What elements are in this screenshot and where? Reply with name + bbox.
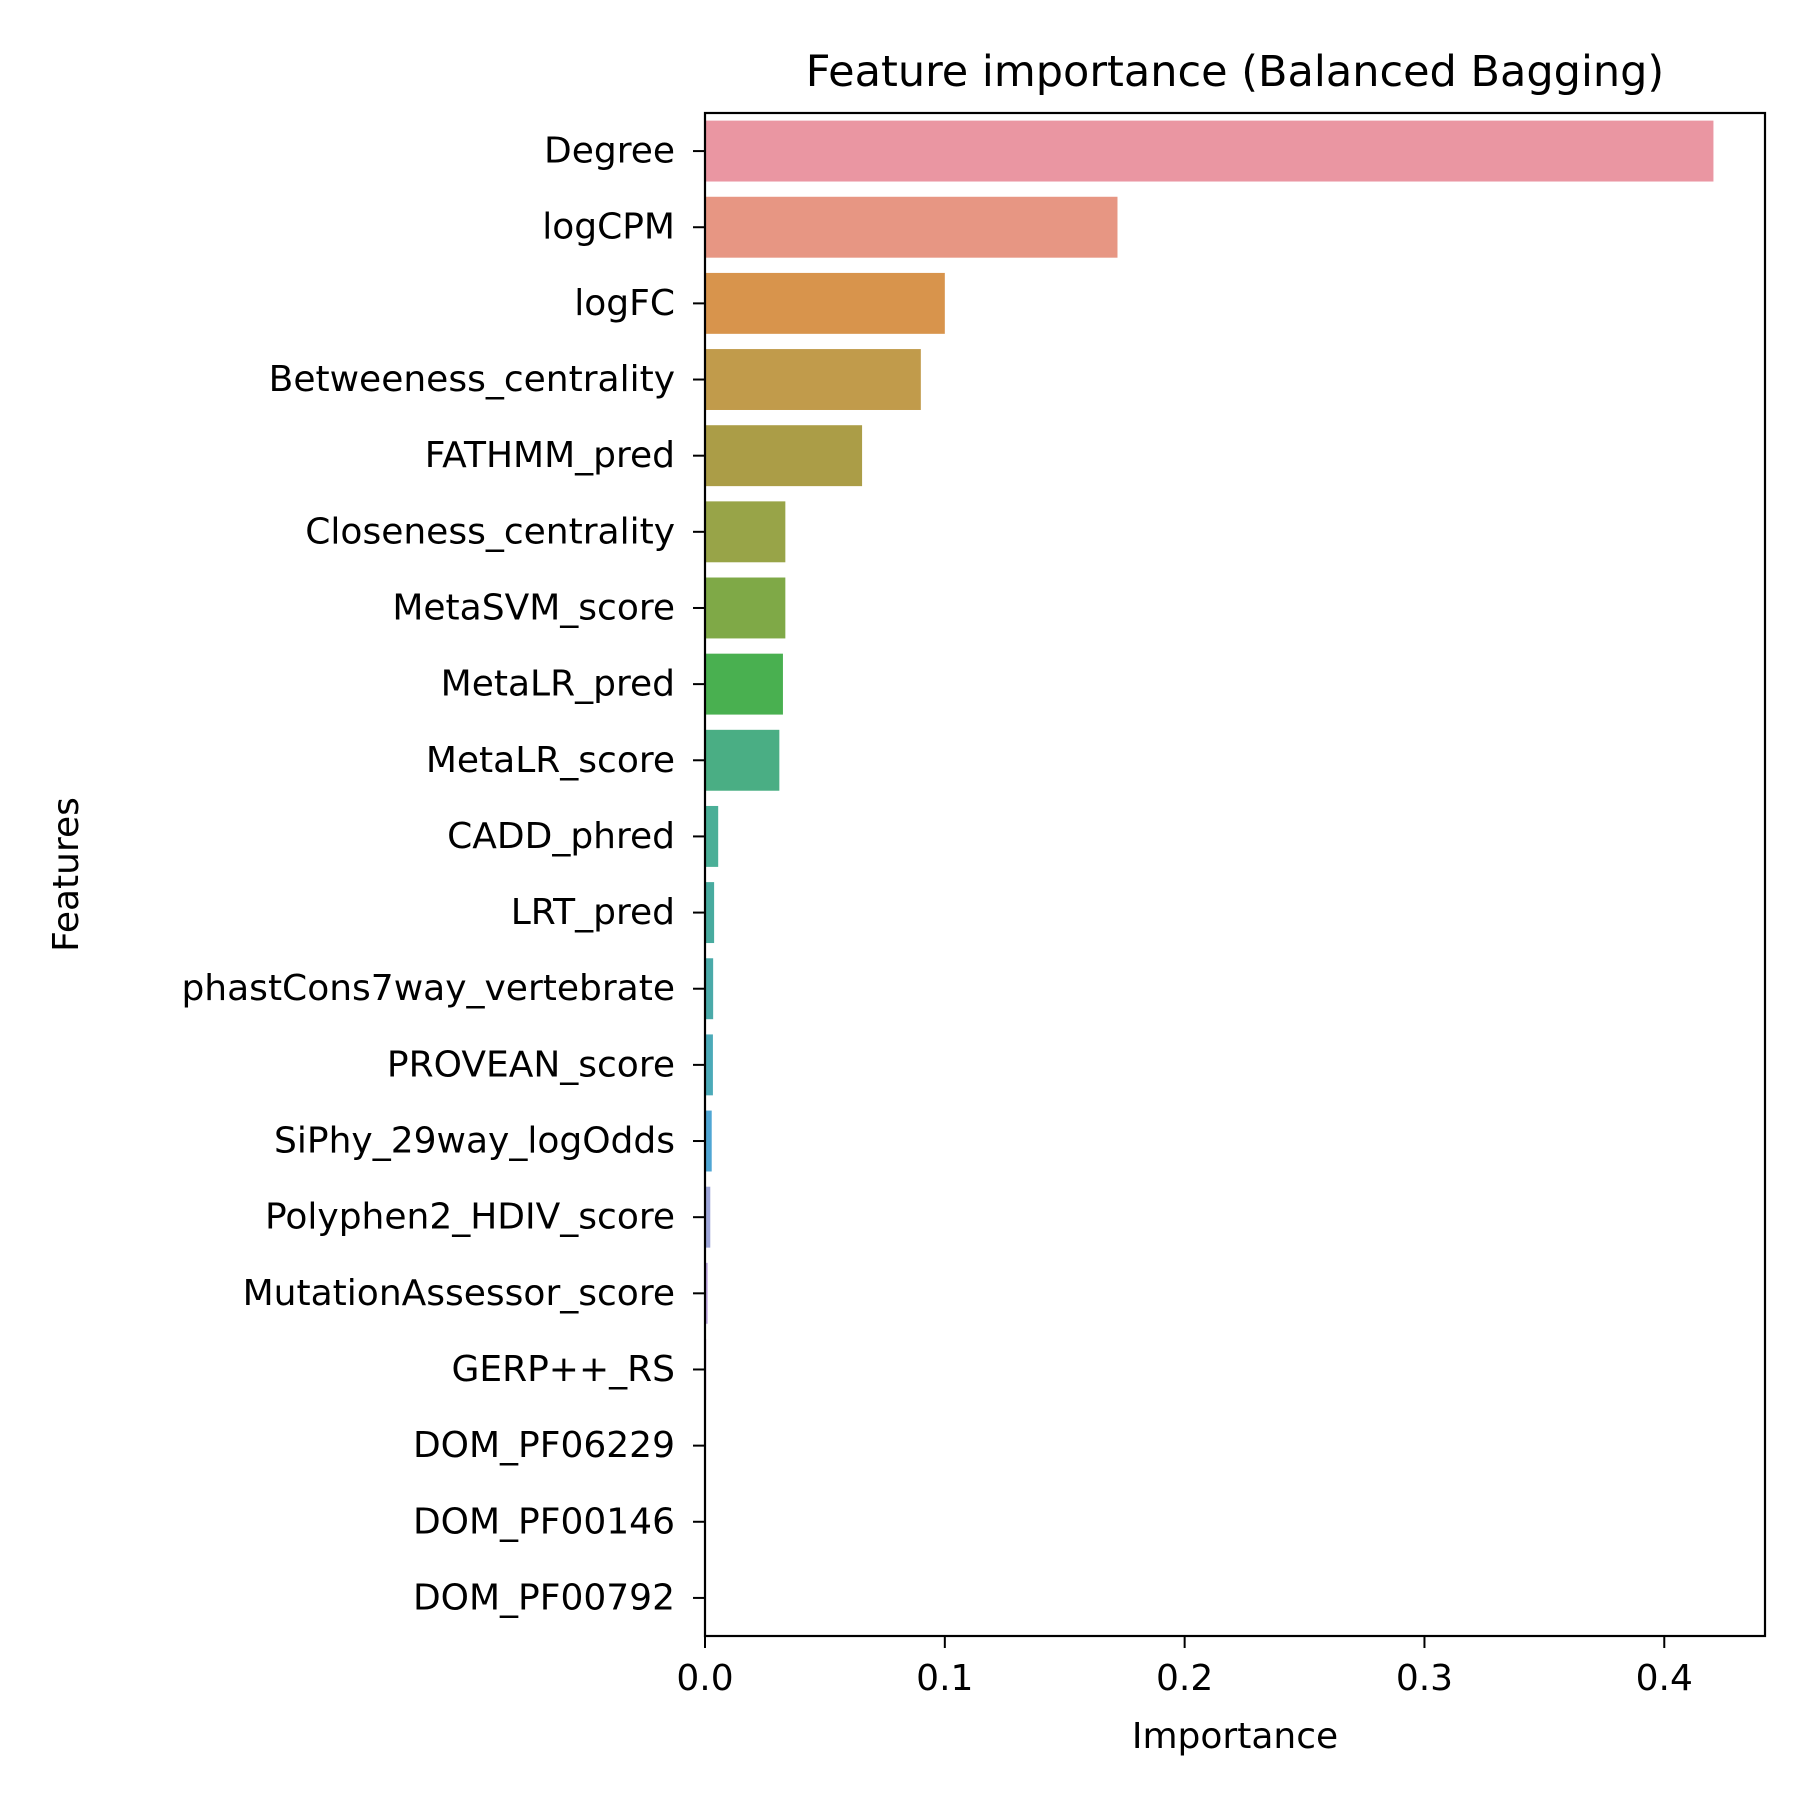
bar-Betweeness_centrality [705,349,921,410]
bar-Closeness_centrality [705,501,786,563]
y-tick-label: DOM_PF06229 [413,1425,675,1466]
x-tick-label: 0.0 [676,1658,733,1699]
x-tick-label: 0.1 [916,1658,973,1699]
y-tick-label: DOM_PF00792 [413,1577,675,1618]
y-tick-label: CADD_phred [447,816,675,857]
y-tick-label: LRT_pred [511,892,675,933]
y-tick-label: phastCons7way_vertebrate [181,968,675,1009]
bar-Degree [705,120,1714,182]
x-axis-ticks: 0.0 0.1 0.2 0.3 0.4 [676,1636,1693,1699]
y-tick-label: GERP++_RS [451,1349,675,1390]
y-tick-label: logCPM [542,207,675,248]
y-tick-label: DOM_PF00146 [413,1501,675,1542]
y-tick-label: FATHMM_pred [425,435,675,476]
y-tick-label: PROVEAN_score [387,1044,675,1085]
bar-MetaSVM_score [705,577,786,639]
bar-SiPhy_29way_logOdds [705,1110,712,1172]
x-tick-label: 0.3 [1396,1658,1453,1699]
y-tick-label: MetaLR_score [426,740,675,781]
bar-logFC [705,272,945,334]
plot-frame [703,111,1767,1638]
bar-Polyphen2_HDIV_score [705,1186,711,1248]
y-axis-label: Features [46,797,87,952]
y-tick-label: Betweeness_centrality [269,359,675,400]
bar-FATHMM_pred [705,425,863,487]
bar-phastCons7way_vertebrate [705,958,714,1020]
y-tick-label: Degree [544,131,675,172]
bar-MetaLR_pred [705,653,783,715]
bar-MutationAssessor_score [705,1262,708,1324]
bar-LRT_pred [705,882,715,944]
chart-title: Feature importance (Balanced Bagging) [806,47,1664,97]
bar-logCPM [705,196,1118,258]
y-tick-label: SiPhy_29way_logOdds [274,1121,675,1162]
y-tick-label: Polyphen2_HDIV_score [265,1197,675,1238]
y-tick-label: MetaSVM_score [392,587,675,628]
y-tick-label: MutationAssessor_score [243,1273,675,1314]
bars-group [705,120,1714,1400]
bar-PROVEAN_score [705,1034,713,1096]
bar-MetaLR_score [705,729,780,791]
y-tick-label: logFC [574,283,675,324]
y-tick-label: MetaLR_pred [441,664,675,705]
x-tick-label: 0.4 [1636,1658,1693,1699]
x-tick-label: 0.2 [1156,1658,1213,1699]
x-axis-label: Importance [1132,1716,1338,1757]
y-axis-ticks: Degree logCPM logFC Betweeness_centrality FA… [181,131,705,1618]
y-tick-label: Closeness_centrality [305,511,675,552]
bar-CADD_phred [705,805,719,867]
